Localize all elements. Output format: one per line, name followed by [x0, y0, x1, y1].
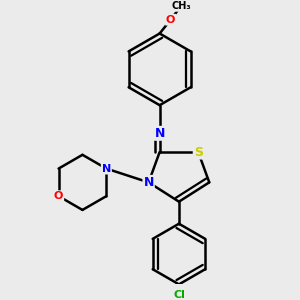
Text: N: N: [102, 164, 111, 174]
Text: Cl: Cl: [173, 290, 185, 300]
Text: S: S: [194, 146, 203, 158]
Text: O: O: [54, 191, 63, 201]
Text: N: N: [143, 176, 154, 189]
Text: O: O: [166, 15, 175, 25]
Text: N: N: [154, 127, 165, 140]
Text: CH₃: CH₃: [172, 1, 191, 11]
